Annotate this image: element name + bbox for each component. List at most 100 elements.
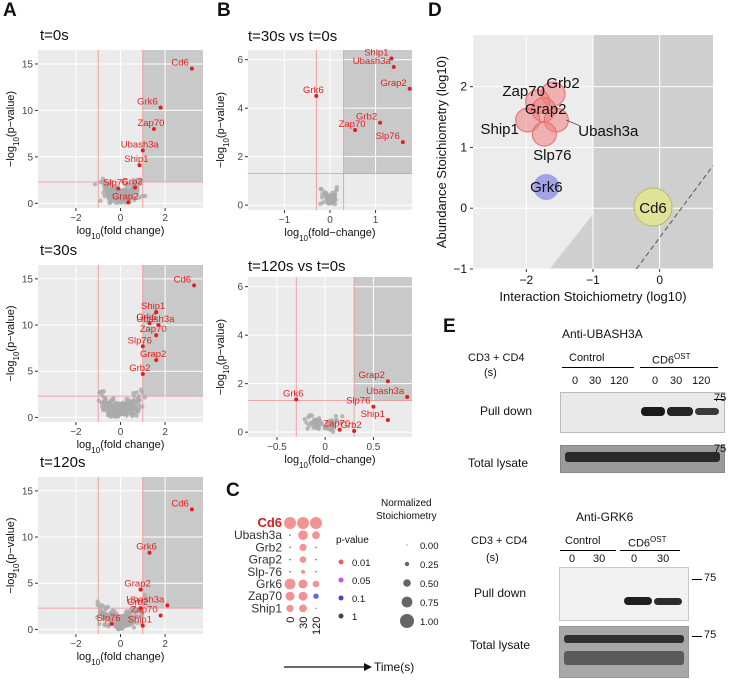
grk6-marker-2-text: 75 [704, 629, 717, 641]
point-label-grb2: Grb2 [127, 597, 148, 608]
data-point [318, 201, 323, 206]
grk6-marker-1-text: 75 [704, 572, 717, 584]
bubble-slp76 [531, 121, 557, 147]
data-point [102, 622, 107, 627]
dot-zap70-0 [285, 591, 295, 601]
point-label-grap2: Grap2 [124, 579, 150, 590]
data-point [307, 413, 312, 418]
data-point [131, 606, 136, 612]
highlight-point-zap70 [158, 613, 163, 618]
point-label-slp76: Slp76 [376, 131, 400, 142]
chart-title-b2: t=120s vs t=0s [248, 258, 346, 275]
tick-label-y: 5 [27, 367, 33, 378]
data-point [102, 406, 107, 412]
data-point [325, 198, 330, 204]
highlight-point-ship1 [137, 163, 142, 168]
tick-label-x: 0 [118, 213, 124, 224]
highlight-point-grap2 [138, 587, 143, 592]
grk6-marker-2-tick [692, 636, 702, 637]
bubble-label-ubash3a: Ubash3a [578, 123, 639, 140]
highlight-point-grb2 [140, 371, 145, 376]
highlight-point-ubash3a [140, 148, 145, 153]
dot-ship1-30 [299, 604, 307, 613]
grk6-band-2 [654, 598, 682, 605]
highlight-point-grb2 [132, 185, 137, 190]
column-label-30: 30 [298, 617, 310, 629]
data-point [302, 417, 308, 422]
data-point [119, 193, 125, 198]
panel-label-e: E [443, 316, 456, 337]
pvalue-legend-dot [338, 559, 344, 565]
dot-ubash3a-30 [298, 530, 308, 540]
tick-label-y: 0 [27, 199, 33, 210]
point-label-grk6: Grk6 [283, 388, 304, 399]
tick-label-y: 15 [22, 59, 34, 70]
data-point [104, 614, 109, 619]
highlight-point-grk6 [314, 94, 319, 99]
tick-label-y: 4 [237, 104, 243, 115]
column-label-120: 120 [311, 617, 323, 635]
point-label-grb2: Grb2 [341, 420, 362, 431]
ubash-row-total: Total lysate [468, 456, 529, 470]
data-point [131, 625, 137, 630]
data-point [125, 399, 130, 405]
pvalue-legend-dot [338, 613, 344, 619]
ubash-time-0: 0 [572, 375, 579, 387]
tick-label-x: 0 [118, 639, 124, 650]
data-point [100, 393, 105, 399]
panel-label-a: A [3, 0, 17, 21]
tick-label-x: 2 [162, 213, 168, 224]
highlight-point-grap2 [407, 86, 412, 91]
data-point [118, 411, 123, 416]
size-legend-dot [403, 579, 411, 587]
data-point [132, 399, 138, 404]
point-label-grap2: Grap2 [112, 191, 138, 202]
point-label-cd6: Cd6 [171, 498, 188, 509]
data-point [328, 427, 333, 432]
data-point [95, 615, 100, 620]
data-point [132, 189, 137, 194]
highlight-point-ship1 [389, 56, 394, 61]
grk6-group-cd6: CD6OST [628, 535, 666, 550]
data-point [96, 398, 102, 404]
size-legend-label: 0.75 [420, 598, 439, 609]
data-point [130, 192, 135, 198]
highlight-point-grap2 [126, 200, 131, 205]
data-point [109, 188, 114, 193]
data-point [97, 390, 102, 395]
size-legend-label: 1.00 [420, 617, 439, 628]
tick-label-x: −2 [70, 639, 82, 650]
data-point [333, 413, 339, 419]
y-axis-title: −log10(p−value) [215, 319, 231, 395]
data-point [135, 396, 141, 402]
grk6-total-band-2 [564, 651, 684, 665]
tick-label-y: 4 [237, 331, 243, 342]
y-axis-title: −log10(p−value) [215, 92, 231, 168]
grk6-pulldown-blot [559, 567, 689, 621]
tick-label-y: 2 [460, 80, 467, 94]
data-point [122, 406, 128, 411]
data-point [142, 395, 148, 400]
highlight-point-ubash3a [165, 603, 170, 608]
grk6-total-blot [559, 626, 689, 678]
data-point [102, 185, 107, 191]
size-legend-dot [401, 596, 413, 608]
highlight-point-grb2 [138, 606, 143, 611]
point-label-ubash3a: Ubash3a [126, 594, 165, 605]
row-label-cd6: Cd6 [257, 515, 282, 530]
highlight-point-grk6 [147, 321, 152, 326]
grk6-unit-label: (s) [486, 552, 499, 564]
data-point [140, 404, 145, 409]
highlight-point-ubash3a [405, 395, 410, 399]
tick-label-x: 2 [162, 639, 168, 650]
data-point [305, 426, 310, 431]
tick-label-y: 2 [237, 152, 243, 163]
data-point [110, 403, 115, 409]
tick-label-y: 0 [27, 413, 33, 424]
point-label-ubash3a: Ubash3a [121, 139, 160, 150]
tick-label-x: 2 [162, 427, 168, 438]
data-point [117, 624, 122, 629]
bubble-grk6 [533, 173, 560, 200]
